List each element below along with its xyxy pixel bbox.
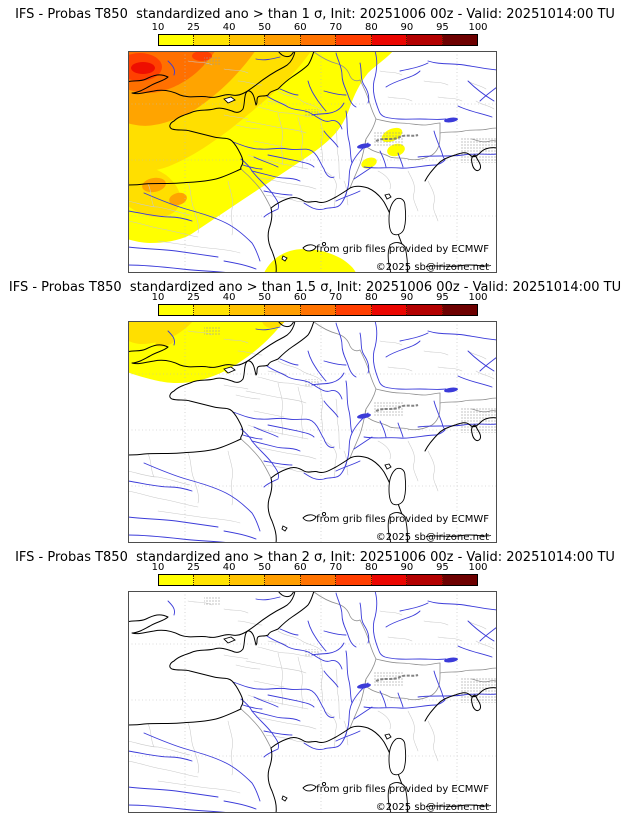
- panel1-colorbar-ticks: 10 25 40 50 60 70 80 90 95 100: [152, 22, 488, 34]
- colorbar-segment: [442, 305, 477, 315]
- colorbar-segment: [265, 305, 301, 315]
- colorbar-tick-label: 70: [329, 562, 343, 573]
- colorbar-segment: [300, 575, 337, 585]
- colorbar-segment: [159, 35, 195, 45]
- colorbar-segment: [407, 575, 443, 585]
- colorbar-tick-label: 50: [258, 562, 272, 573]
- map1-anomaly-overlay: [128, 51, 405, 273]
- colorbar-segment: [336, 575, 372, 585]
- map3-copyright: ©2025 sb@irizone.net: [376, 802, 489, 813]
- map2-frame: [128, 321, 497, 543]
- colorbar-tick-label: 95: [436, 562, 449, 573]
- colorbar-segment: [336, 35, 372, 45]
- colorbar-tick-label: 70: [329, 292, 343, 303]
- colorbar-tick-label: 10: [151, 562, 165, 573]
- colorbar-tick-label: 50: [258, 292, 272, 303]
- colorbar-tick-label: 40: [222, 22, 236, 33]
- panel1-title: IFS - Probas T850 standardized ano > tha…: [15, 7, 615, 22]
- colorbar-segment: [194, 305, 230, 315]
- colorbar-tick-label: 80: [364, 292, 378, 303]
- colorbar-segment: [407, 305, 443, 315]
- colorbar-tick-label: 60: [293, 22, 307, 33]
- map2-anomaly-overlay: [128, 321, 286, 384]
- colorbar-segment: [229, 575, 266, 585]
- colorbar-tick-label: 90: [400, 562, 414, 573]
- colorbar-segment: [194, 575, 230, 585]
- colorbar-segment: [371, 35, 408, 45]
- colorbar-segment: [371, 575, 408, 585]
- email-strikethrough-line: [425, 534, 492, 537]
- colorbar-tick-label: 70: [329, 22, 343, 33]
- email-strikethrough-line: [425, 264, 492, 267]
- colorbar-tick-label: 10: [151, 22, 165, 33]
- colorbar-segment: [194, 35, 230, 45]
- colorbar-segment: [371, 305, 408, 315]
- colorbar-segment: [442, 35, 477, 45]
- map2-copyright: ©2025 sb@irizone.net: [376, 532, 489, 543]
- colorbar-segment: [300, 35, 337, 45]
- map3-frame: [128, 591, 497, 813]
- colorbar-tick-label: 40: [222, 292, 236, 303]
- colorbar-tick-label: 25: [187, 22, 200, 33]
- panel3-colorbar-ticks: 10 25 40 50 60 70 80 90 95 100: [152, 562, 488, 574]
- colorbar-tick-label: 80: [364, 562, 378, 573]
- colorbar-tick-label: 100: [468, 562, 488, 573]
- colorbar-tick-label: 25: [187, 562, 200, 573]
- map1-frame: [128, 51, 497, 273]
- colorbar-segment: [159, 575, 195, 585]
- panel1-colorbar: [158, 34, 478, 46]
- colorbar-segment: [229, 35, 266, 45]
- colorbar-segment: [300, 305, 337, 315]
- colorbar-segment: [229, 305, 266, 315]
- map2-credit: from grib files provided by ECMWF: [316, 514, 489, 525]
- colorbar-segment: [159, 305, 195, 315]
- colorbar-tick-label: 50: [258, 22, 272, 33]
- colorbar-tick-label: 90: [400, 292, 414, 303]
- colorbar-tick-label: 80: [364, 22, 378, 33]
- colorbar-tick-label: 40: [222, 562, 236, 573]
- email-strikethrough-line: [425, 804, 492, 807]
- panel3-title: IFS - Probas T850 standardized ano > tha…: [15, 550, 615, 565]
- colorbar-tick-label: 10: [151, 292, 165, 303]
- colorbar-segment: [442, 575, 477, 585]
- colorbar-segment: [265, 35, 301, 45]
- colorbar-tick-label: 100: [468, 22, 488, 33]
- colorbar-segment: [265, 575, 301, 585]
- map-panel3-sigma2: from grib files provided by ECMWF ©2025 …: [128, 591, 497, 813]
- map3-background: [128, 591, 497, 813]
- map3-credit: from grib files provided by ECMWF: [316, 784, 489, 795]
- colorbar-tick-label: 95: [436, 22, 449, 33]
- colorbar-segment: [407, 35, 443, 45]
- panel2-title: IFS - Probas T850 standardized ano > tha…: [8, 280, 622, 295]
- map1-copyright: ©2025 sb@irizone.net: [376, 262, 489, 273]
- colorbar-segment: [336, 305, 372, 315]
- panel3-colorbar: [158, 574, 478, 586]
- map1-credit: from grib files provided by ECMWF: [316, 244, 489, 255]
- map-panel2-sigma1-5: from grib files provided by ECMWF ©2025 …: [128, 321, 497, 543]
- panel2-colorbar-ticks: 10 25 40 50 60 70 80 90 95 100: [152, 292, 488, 304]
- colorbar-tick-label: 100: [468, 292, 488, 303]
- colorbar-tick-label: 95: [436, 292, 449, 303]
- map-panel1-sigma1: from grib files provided by ECMWF ©2025 …: [128, 51, 497, 273]
- colorbar-tick-label: 90: [400, 22, 414, 33]
- colorbar-tick-label: 60: [293, 562, 307, 573]
- colorbar-tick-label: 60: [293, 292, 307, 303]
- panel2-colorbar: [158, 304, 478, 316]
- colorbar-tick-label: 25: [187, 292, 200, 303]
